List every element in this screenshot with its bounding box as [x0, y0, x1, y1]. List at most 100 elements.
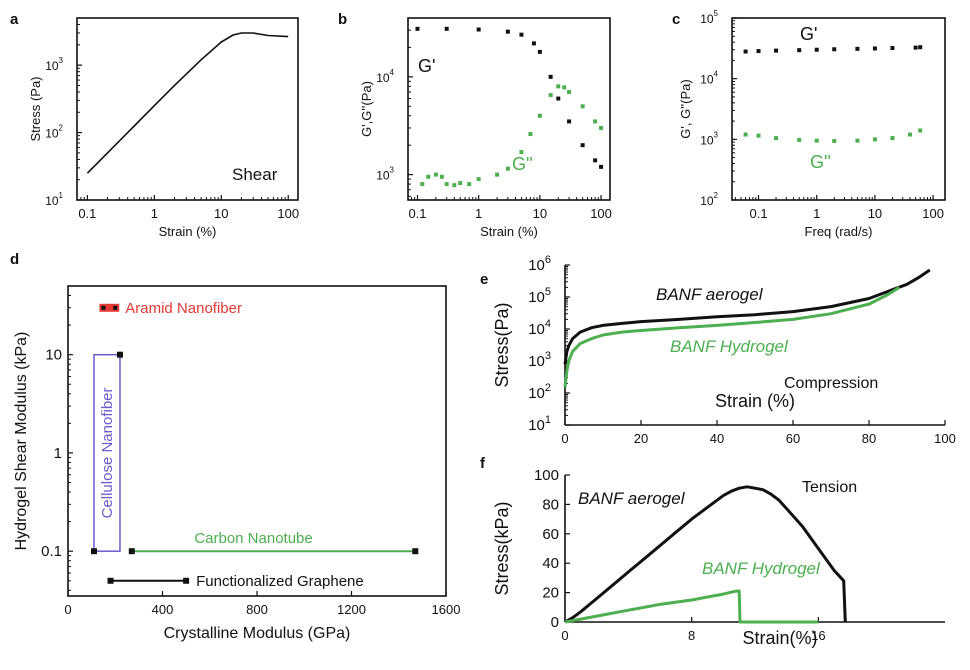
x-tick-label-f: 16 — [811, 628, 825, 643]
data-point-cellulose-high — [116, 351, 123, 358]
plot-frame-c — [731, 17, 946, 201]
item-label-graphene: Functionalized Graphene — [196, 573, 364, 590]
panel-e: 0 20 40 60 80 100 101 102 103 104 105 106 Strain (%)… — [492, 254, 956, 446]
plot-frame-d — [67, 285, 447, 597]
annotation-e: Compression — [784, 375, 878, 392]
data-point-graphene-high — [183, 577, 190, 584]
data-point-b-0 — [548, 74, 553, 79]
y-tick-label-f: 0 — [551, 614, 559, 631]
data-point-b-1 — [426, 174, 431, 179]
y-tick-label-b: 103 — [376, 166, 394, 183]
y-tick-label-e: 105 — [528, 286, 551, 306]
x-tick-label-e: 0 — [561, 431, 568, 446]
data-point-b-0 — [556, 96, 561, 101]
label-f-aerogel: BANF aerogel — [578, 489, 686, 508]
label-b-g-prime: G' — [418, 56, 435, 76]
data-point-b-0 — [599, 164, 604, 169]
label-c-g-prime: G' — [800, 24, 817, 44]
data-point-c-0 — [872, 46, 877, 51]
y-tick-label-f: 80 — [542, 496, 559, 513]
y-tick-exponent-a: 2 — [59, 124, 64, 133]
x-axis-label-d: Crystalline Modulus (GPa) — [164, 625, 351, 642]
data-point-c-0 — [743, 49, 748, 54]
data-point-b-1 — [567, 90, 572, 95]
item-label-carbon-nanotube: Carbon Nanotube — [194, 530, 312, 547]
x-tick-label-d: 1600 — [432, 602, 461, 617]
panel-label-d: d — [10, 251, 19, 268]
annotation-f: Tension — [802, 479, 857, 496]
y-tick-label-e: 106 — [528, 254, 551, 274]
y-tick-label-a: 103 — [45, 56, 63, 73]
y-tick-exponent-b: 3 — [390, 166, 395, 175]
data-point-c-1 — [855, 138, 860, 143]
data-point-b-0 — [444, 26, 449, 31]
data-point-b-1 — [593, 119, 598, 124]
x-tick-label-b: 100 — [590, 206, 612, 221]
y-axis-label-a: Stress (Pa) — [28, 76, 43, 141]
data-point-b-1 — [599, 125, 604, 130]
y-tick-label-e: 101 — [528, 414, 551, 434]
data-point-b-0 — [531, 41, 536, 46]
panel-a: 0.1 1 10 100 101 102 103 Strain (%) Stress (Pa) S… — [28, 17, 299, 239]
y-tick-label-b: 104 — [376, 68, 394, 85]
y-tick-label-c: 102 — [700, 191, 718, 208]
x-tick-label-d: 1200 — [337, 602, 366, 617]
y-tick-label-d: 10 — [45, 347, 62, 364]
data-point-b-0 — [505, 29, 510, 34]
x-tick-label-c: 0.1 — [749, 206, 767, 221]
data-point-c-1 — [814, 138, 819, 143]
data-point-b-1 — [467, 182, 472, 187]
item-label-aramid: Aramid Nanofiber — [125, 300, 242, 317]
y-tick-exponent-a: 3 — [59, 56, 64, 65]
y-tick-exponent-e: 5 — [545, 286, 551, 298]
data-point-carbon-nanotube-high — [412, 548, 419, 555]
y-tick-label-f: 40 — [542, 555, 559, 572]
panel-b: 0.1 1 10 100 103 104 Strain (%) G',G''(Pa) — [359, 17, 612, 239]
data-point-c-1 — [743, 132, 748, 137]
x-tick-label-c: 1 — [813, 206, 820, 221]
panel-label-a: a — [10, 11, 19, 28]
data-point-c-1 — [774, 136, 779, 141]
data-point-carbon-nanotube-low — [128, 548, 135, 555]
y-tick-exponent-e: 4 — [545, 318, 551, 330]
y-tick-label-d: 0.1 — [41, 543, 62, 560]
annotation-a: Shear — [232, 165, 278, 184]
panel-label-c: c — [672, 11, 680, 28]
x-axis-label-c: Freq (rad/s) — [805, 224, 873, 239]
label-e-hydrogel: BANF Hydrogel — [670, 337, 789, 356]
y-tick-exponent-e: 6 — [545, 254, 551, 266]
data-point-c-1 — [756, 133, 761, 138]
y-tick-label-c: 104 — [700, 70, 718, 87]
data-point-c-1 — [907, 132, 912, 137]
panel-d: 0 400 800 1200 1600 0.1 1 10 Crystalline Modulus… — [13, 285, 461, 642]
data-point-b-1 — [519, 150, 524, 155]
panel-label-b: b — [338, 11, 347, 28]
x-tick-label-d: 400 — [152, 602, 174, 617]
range-bar-aramid — [99, 303, 120, 312]
y-tick-label-e: 103 — [528, 350, 551, 370]
data-point-b-1 — [433, 172, 438, 177]
data-point-b-1 — [476, 177, 481, 182]
data-point-aramid-low — [101, 305, 106, 310]
data-point-b-1 — [556, 84, 561, 89]
panel-label-f: f — [480, 455, 486, 472]
series-line-a-0 — [86, 32, 289, 174]
y-tick-label-e: 104 — [528, 318, 551, 338]
x-axis-label-e: Strain (%) — [715, 391, 795, 411]
y-tick-label-f: 100 — [534, 467, 559, 484]
panel-label-e: e — [480, 271, 488, 288]
data-point-b-1 — [562, 85, 567, 90]
data-point-b-1 — [439, 174, 444, 179]
data-point-b-0 — [476, 27, 481, 32]
x-tick-label-d: 800 — [246, 602, 268, 617]
panel-f: 0 8 16 0 20 40 60 80 100 Strain(%) Stress(kPa) Tens… — [492, 467, 945, 648]
range-box-cellulose — [93, 353, 121, 552]
x-tick-label-a: 100 — [277, 206, 299, 221]
data-point-c-0 — [756, 49, 761, 54]
x-axis-label-f: Strain(%) — [742, 628, 817, 648]
y-tick-exponent-b: 4 — [390, 68, 395, 77]
y-tick-exponent-e: 3 — [545, 350, 551, 362]
x-tick-label-b: 1 — [475, 206, 482, 221]
item-label-cellulose: Cellulose Nanofiber — [99, 387, 116, 518]
y-tick-exponent-e: 1 — [545, 414, 551, 426]
